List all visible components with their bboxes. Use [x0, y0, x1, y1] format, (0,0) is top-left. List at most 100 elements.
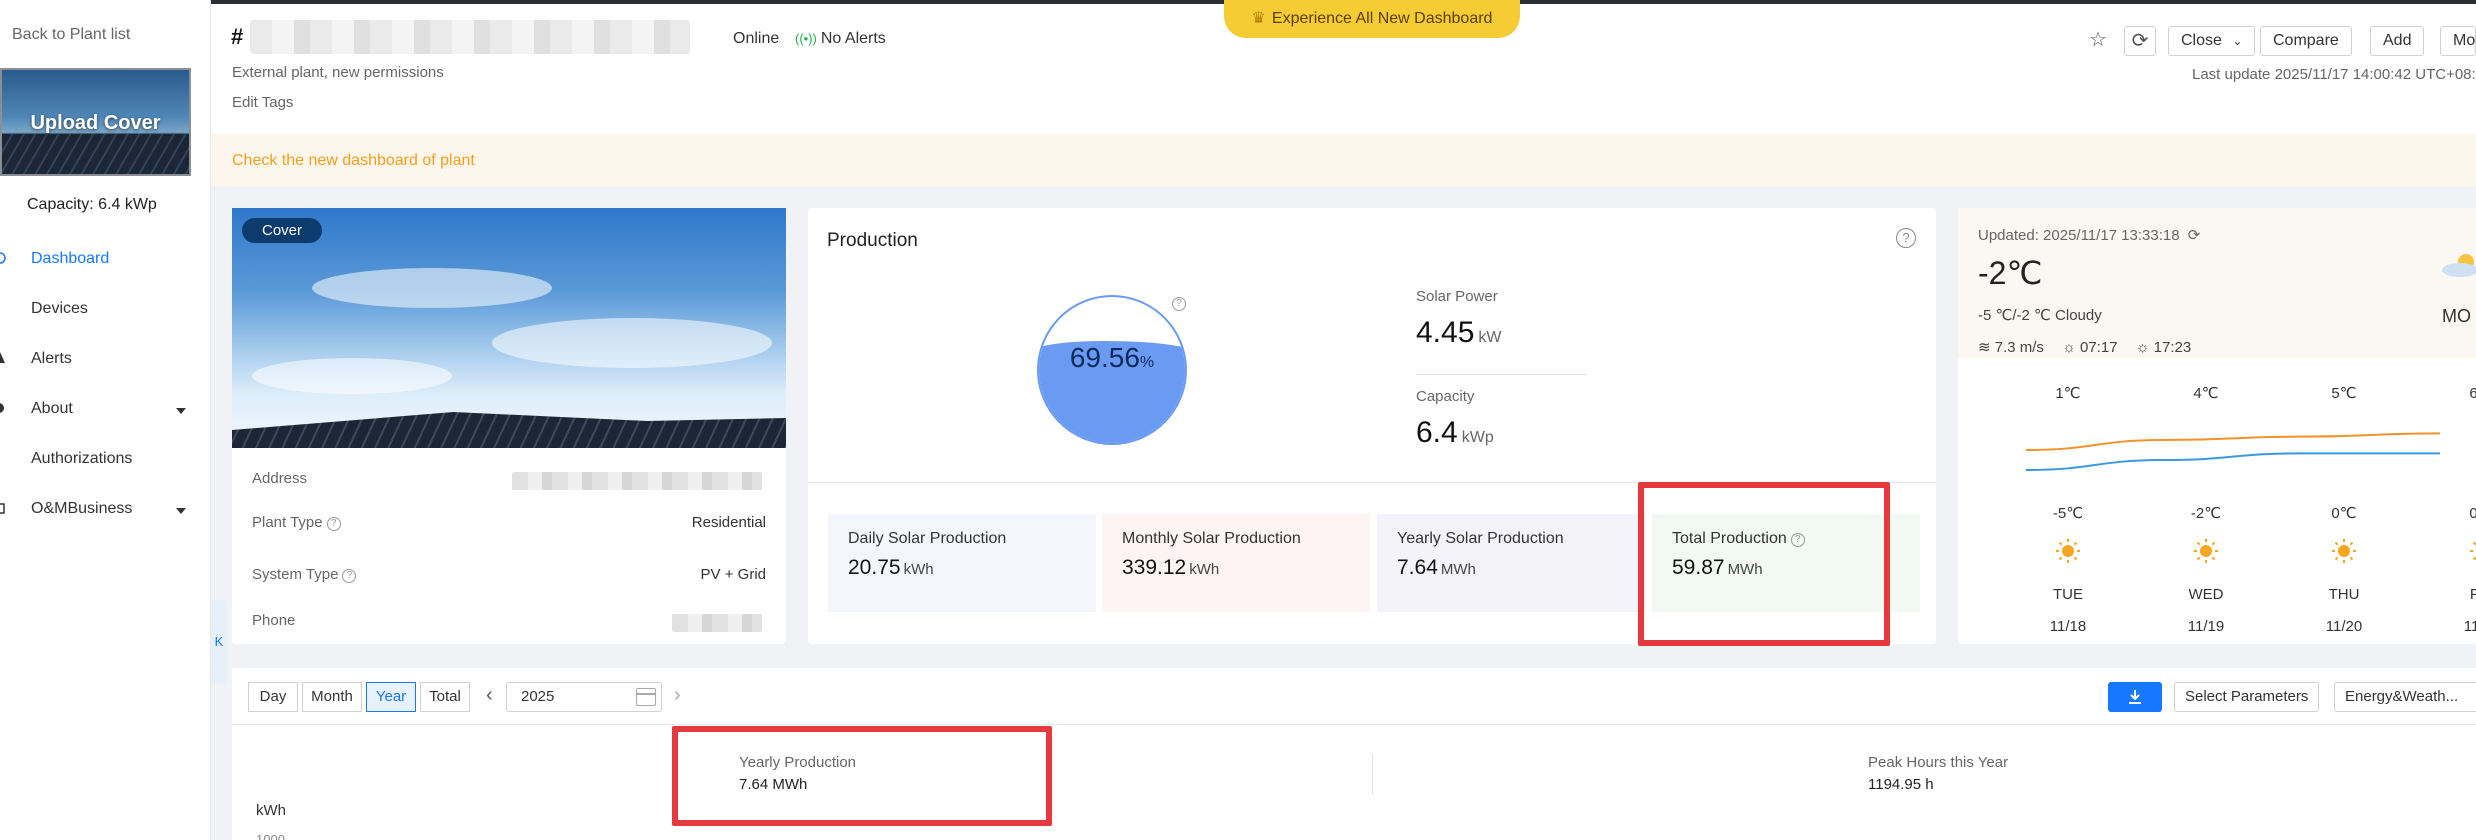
- select-parameters-button[interactable]: Select Parameters: [2174, 682, 2320, 712]
- notice-bar: [211, 134, 2476, 186]
- gauge-number: 69.56: [1069, 342, 1140, 373]
- upload-cover-button[interactable]: Upload Cover: [0, 68, 191, 176]
- plant-name-redacted: [250, 20, 690, 54]
- forecast-high-line: [2025, 432, 2441, 451]
- highlight-yearly-production: [672, 726, 1052, 826]
- weather-header-bg: [1958, 208, 2476, 358]
- forecast-high: 5℃: [2331, 385, 2357, 402]
- sunrise-icon: ☼: [2062, 339, 2076, 356]
- help-icon[interactable]: ?: [1896, 228, 1916, 248]
- phone-value-redacted: [672, 614, 762, 632]
- sidebar-item-alerts[interactable]: Alerts: [0, 345, 200, 375]
- tab-month[interactable]: Month: [302, 682, 362, 712]
- refresh-icon[interactable]: ⟳: [2124, 26, 2156, 56]
- stat-unit: kWh: [903, 561, 934, 578]
- help-icon[interactable]: ?: [1790, 533, 1805, 547]
- om-business-icon: [0, 503, 5, 514]
- help-icon[interactable]: ?: [342, 569, 357, 583]
- forecast-low: 0℃: [2331, 505, 2357, 522]
- system-type-label-text: System Type: [252, 566, 339, 583]
- daily-production-tile: Daily Solar Production 20.75 kWh: [828, 514, 1096, 612]
- system-type-value: PV + Grid: [700, 566, 766, 583]
- sidebar-capacity: Capacity: 6.4 kWp: [27, 196, 157, 213]
- photo-cloud: [312, 268, 552, 308]
- stat-value: 7.64 MWh: [1397, 556, 1476, 580]
- status-online: Online: [733, 30, 779, 48]
- weather-day-label: MO: [2442, 306, 2471, 326]
- sidebar-item-label: O&MBusiness: [31, 500, 133, 517]
- refresh-icon[interactable]: ⟳: [2187, 227, 2201, 244]
- status-online-label: Online: [733, 30, 780, 47]
- total-production-tile: Total Production? 59.87 MWh: [1652, 514, 1920, 612]
- add-button[interactable]: Add: [2370, 26, 2425, 56]
- chevron-left-icon[interactable]: ‹: [486, 684, 493, 706]
- stat-unit: kWh: [1189, 561, 1220, 578]
- stat-label: Daily Solar Production: [848, 530, 1007, 547]
- sidebar-item-about[interactable]: About: [0, 395, 200, 425]
- sidebar-item-authorizations[interactable]: Authorizations: [0, 445, 200, 475]
- download-button[interactable]: [2108, 682, 2162, 712]
- signal-icon: ((•)): [795, 31, 817, 46]
- capacity-unit: kWp: [1461, 429, 1494, 446]
- help-icon[interactable]: ?: [326, 517, 341, 531]
- peak-hours-label: Peak Hours this Year: [1868, 754, 2009, 771]
- solar-power-label: Solar Power: [1416, 288, 1498, 305]
- peak-hours-value: 1194.95 h: [1868, 776, 1934, 793]
- stat-number: 20.75: [848, 556, 901, 579]
- chevron-down-icon: ⌄: [2232, 34, 2243, 48]
- cloud-sun-icon: [2442, 254, 2476, 277]
- plant-title-prefix: #: [231, 24, 244, 49]
- gauge-unit: %: [1139, 354, 1155, 371]
- yearly-production-value: 7.64 MWh: [739, 776, 808, 793]
- production-gauge: [1037, 295, 1187, 445]
- calendar-icon[interactable]: [636, 688, 656, 706]
- notice-link[interactable]: Check the new dashboard of plant: [232, 152, 475, 169]
- plant-type-value: Residential: [691, 514, 766, 531]
- weather-wind-sun: ≋ 7.3 m/s ☼ 07:17 ☼ 17:23: [1978, 338, 2191, 356]
- toolbar-separator: [232, 724, 2476, 725]
- forecast-low: -5℃: [2052, 505, 2084, 522]
- forecast-high: 6℃: [2469, 385, 2476, 402]
- stat-label: Monthly Solar Production: [1122, 530, 1301, 547]
- more-button[interactable]: Mo: [2440, 26, 2476, 56]
- address-value-redacted: [512, 472, 762, 490]
- close-label: Close: [2181, 32, 2222, 49]
- chevron-down-icon: [176, 408, 186, 414]
- forecast-date: 11/21: [2463, 618, 2476, 635]
- help-icon[interactable]: ?: [1172, 297, 1186, 311]
- chevron-right-icon[interactable]: ›: [674, 684, 681, 706]
- sidebar-item-om-business[interactable]: O&MBusiness: [0, 495, 200, 525]
- edit-tags-link[interactable]: Edit Tags: [232, 94, 294, 111]
- photo-cloud: [252, 358, 452, 394]
- sunrise-time: 07:17: [2080, 339, 2118, 356]
- close-dropdown[interactable]: Close ⌄: [2168, 26, 2256, 56]
- tab-year[interactable]: Year: [366, 682, 416, 712]
- forecast-low: 0℃: [2469, 505, 2476, 522]
- sidebar-item-dashboard[interactable]: Dashboard: [0, 245, 200, 275]
- energy-weather-select[interactable]: Energy&Weath...: [2334, 682, 2476, 712]
- forecast-temperature-lines: [2025, 432, 2441, 471]
- capacity-label: Capacity: [1416, 388, 1475, 405]
- forecast-low: -2℃: [2190, 505, 2222, 522]
- tab-day[interactable]: Day: [248, 682, 298, 712]
- metric-divider: [1416, 374, 1586, 375]
- compare-button[interactable]: Compare: [2260, 26, 2352, 56]
- new-dashboard-banner[interactable]: ♛ Experience All New Dashboard: [1224, 0, 1520, 38]
- sidebar-collapse-tab[interactable]: K: [211, 600, 227, 684]
- year-picker[interactable]: 2025: [506, 682, 662, 712]
- sun-icon: [2332, 539, 2356, 563]
- tab-total[interactable]: Total: [420, 682, 470, 712]
- year-value: 2025: [521, 688, 555, 705]
- weather-range: -5 ℃/-2 ℃ Cloudy: [1978, 307, 2102, 324]
- crown-icon: ♛: [1251, 10, 1266, 27]
- stat-label: Total Production?: [1672, 530, 1805, 548]
- stat-label-text: Total Production: [1672, 530, 1787, 547]
- weather-updated-text: Updated: 2025/11/17 13:33:18: [1978, 227, 2180, 244]
- sidebar-item-devices[interactable]: Devices: [0, 295, 200, 325]
- dashboard-icon: [0, 252, 6, 264]
- y-axis-tick: 1000: [256, 832, 285, 840]
- star-icon[interactable]: ☆: [2089, 29, 2107, 51]
- capacity-value: 6.4 kWp: [1416, 416, 1494, 450]
- back-to-plant-list-link[interactable]: Back to Plant list: [12, 26, 131, 43]
- banner-label: Experience All New Dashboard: [1271, 10, 1493, 27]
